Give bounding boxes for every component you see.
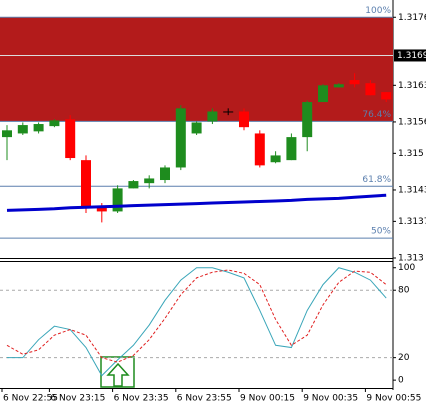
fib-zone (0, 17, 393, 122)
candle-body (302, 102, 313, 138)
indicator-line (6, 269, 387, 363)
candle-body (49, 120, 60, 127)
candle-body (160, 167, 170, 181)
candle-body (381, 92, 392, 100)
candle-body (65, 119, 76, 159)
x-tick-label: 6 Nov 23:55 (177, 394, 232, 404)
candle-body (191, 122, 202, 134)
y-tick-label: 20 (398, 353, 410, 363)
y-tick-label: 80 (398, 286, 410, 296)
candle-body (17, 125, 28, 134)
candle-body (286, 137, 297, 161)
x-tick-label: 6 Nov 22:55 (3, 394, 58, 404)
fib-label: 50% (371, 227, 391, 237)
candle-body (112, 188, 123, 212)
signal-icon (100, 356, 135, 388)
candle-body (175, 108, 186, 168)
x-tick-label: 9 Nov 00:35 (303, 394, 358, 404)
moving-average (6, 193, 387, 212)
candle-body (81, 160, 91, 209)
candle-body (254, 133, 265, 166)
candle-body (144, 178, 155, 184)
x-tick-label: 9 Nov 00:55 (366, 394, 421, 404)
candle-body (33, 124, 44, 132)
candle-body (349, 80, 360, 85)
candle-body (96, 206, 107, 212)
candle-body (333, 84, 344, 88)
candle-body (365, 83, 376, 96)
y-tick-label: 1.3143 (398, 185, 426, 195)
y-tick-label: 1.315 (398, 149, 424, 159)
price-box (394, 49, 426, 62)
candle-body (270, 155, 281, 163)
candle-body (223, 111, 234, 113)
candle-body (318, 85, 328, 103)
y-tick-label: 0 (398, 376, 404, 386)
x-tick-label: 6 Nov 23:35 (114, 394, 169, 404)
y-tick-label: 1.3137 (398, 217, 426, 227)
y-tick-label: 1.3176 (398, 13, 426, 23)
fib-label: 61.8% (362, 175, 391, 185)
y-tick-label: 100 (398, 263, 415, 273)
x-tick-label: 6 Nov 23:15 (50, 394, 105, 404)
y-tick-label: 1.313 (398, 254, 424, 264)
candle-body (239, 111, 249, 128)
y-tick-label: 1.3163 (398, 81, 426, 91)
fib-label: 100% (365, 6, 391, 16)
y-tick-label: 1.3156 (398, 117, 426, 127)
candle-body (128, 181, 139, 189)
fib-label: 76.4% (362, 110, 391, 120)
x-tick-label: 9 Nov 00:15 (240, 394, 295, 404)
price-box-label: 1.3169 (397, 51, 426, 61)
candle-body (2, 130, 12, 138)
candle-body (207, 111, 218, 122)
